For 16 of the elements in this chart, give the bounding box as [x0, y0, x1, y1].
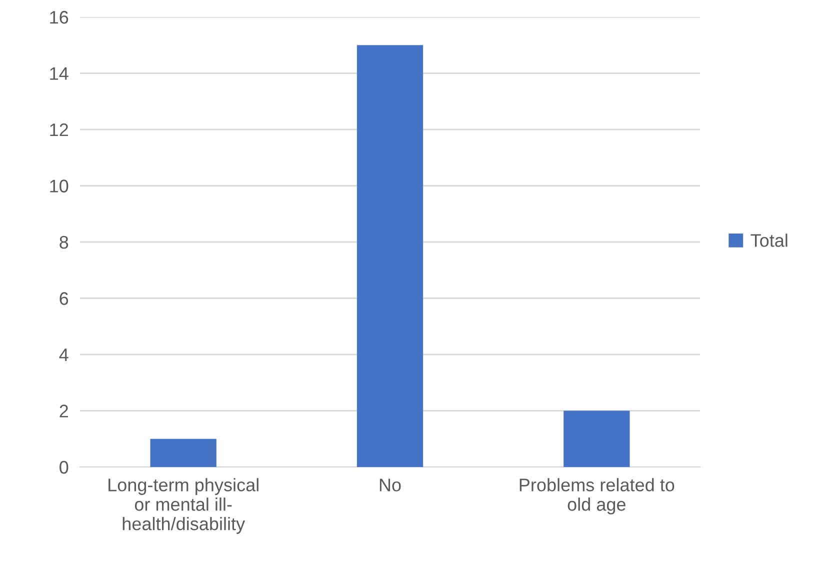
x-tick-label: Long-term physical or mental ill- health/disability: [108, 478, 258, 534]
y-tick-label: 16: [50, 10, 68, 24]
y-tick-label: 0: [60, 460, 68, 474]
y-tick-label: 14: [50, 67, 68, 80]
y-tick-label: 2: [60, 404, 68, 418]
y-tick-label: 4: [59, 348, 68, 362]
y-tick-label: 12: [50, 123, 68, 136]
y-tick-label: 10: [50, 180, 68, 192]
bar: [150, 438, 216, 467]
y-tick-label: 6: [60, 292, 68, 305]
bar: [564, 410, 630, 467]
y-tick-label: 8: [60, 236, 68, 249]
legend-label: Total: [750, 234, 788, 247]
bar: [356, 45, 424, 467]
x-tick-label: Problems related to old age: [520, 478, 674, 514]
x-tick-label: No: [380, 478, 401, 492]
